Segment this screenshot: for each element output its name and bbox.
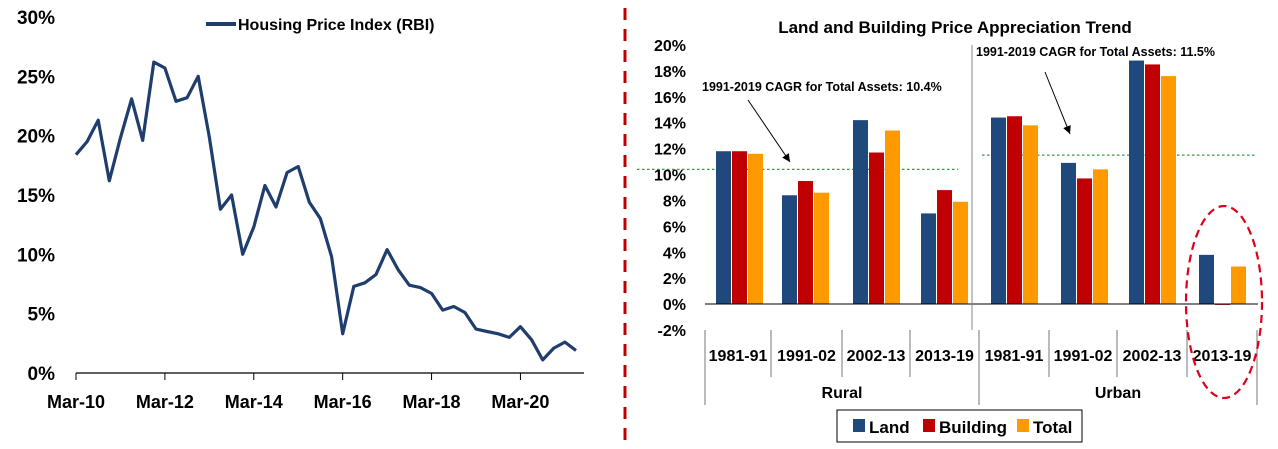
legend-label-building: Building	[939, 418, 1007, 437]
y-tick-label: 14%	[654, 116, 686, 133]
bar-land-1981-91	[716, 151, 731, 305]
y-tick-label: 8%	[663, 193, 686, 210]
x-tick-label: Mar-14	[225, 392, 283, 412]
legend-label-land: Land	[869, 418, 910, 437]
y-tick-label: 20%	[654, 38, 686, 55]
bar-building-1981-91	[732, 151, 747, 305]
bar-building-1991-02	[1077, 178, 1092, 305]
legend-swatch-land	[853, 419, 865, 432]
x-tick-label: Mar-10	[47, 392, 105, 412]
cagr-annotation-urban: 1991-2019 CAGR for Total Assets: 11.5%	[976, 45, 1215, 59]
y-tick-label: 10%	[17, 245, 55, 266]
appreciation-chart: Land and Building Price Appreciation Tre…	[637, 18, 1264, 443]
cagr-lines: 1991-2019 CAGR for Total Assets: 10.4% 19…	[637, 45, 1255, 170]
legend-swatch-total	[1017, 419, 1029, 432]
x-tick-labels: Mar-10 Mar-12 Mar-14 Mar-16 Mar-18 Mar-20	[47, 373, 549, 412]
bar-land-2002-13	[1129, 60, 1144, 305]
housing-price-chart: Housing Price Index (RBI) 0% 5% 10% 15% 20% 2…	[17, 8, 584, 412]
y-tick-label: 30%	[17, 8, 55, 29]
x-tick-label: Mar-20	[491, 392, 549, 412]
bar-land-1991-02	[1061, 162, 1076, 305]
bar-total-1981-91	[748, 153, 763, 305]
category-label: 2002-13	[847, 348, 906, 365]
cagr-arrow-urban	[1044, 71, 1071, 135]
highlight-ellipse	[1184, 204, 1264, 400]
category-label: 1991-02	[777, 348, 836, 365]
y-tick-label: 4%	[663, 245, 686, 262]
cagr-arrowhead-rural	[782, 153, 790, 162]
bar-total-2002-13	[1161, 76, 1176, 305]
category-labels: 1981-91 1991-02 2002-13 2013-19 1981-91 1991-…	[709, 348, 1252, 365]
bars	[716, 60, 1246, 305]
line-legend: Housing Price Index (RBI)	[206, 17, 434, 34]
legend-swatch-building	[923, 419, 935, 432]
category-label: 2013-19	[1193, 348, 1252, 365]
x-tick-label: Mar-18	[403, 392, 461, 412]
chart-title: Land and Building Price Appreciation Tre…	[778, 18, 1132, 37]
y-tick-label: 25%	[17, 67, 55, 88]
cagr-arrowhead-urban	[1063, 125, 1071, 134]
bar-building-2013-19	[937, 190, 952, 305]
category-label: 2013-19	[915, 348, 974, 365]
series-line-housing-price-index	[74, 60, 577, 362]
bar-total-2013-19	[953, 201, 968, 305]
bar-land-1991-02	[782, 195, 797, 305]
series-lines	[74, 60, 577, 362]
y-tick-label: 18%	[654, 64, 686, 81]
y-tick-label: 6%	[663, 219, 686, 236]
y-tick-label: 5%	[28, 305, 56, 326]
bar-building-1991-02	[798, 181, 813, 305]
y-tick-label: 16%	[654, 90, 686, 107]
bar-land-2013-19	[1199, 254, 1214, 305]
group-label-urban: Urban	[1095, 385, 1141, 402]
bar-land-1981-91	[991, 117, 1006, 305]
y-tick-label: 0%	[28, 364, 56, 385]
cagr-annotation-rural: 1991-2019 CAGR for Total Assets: 10.4%	[702, 80, 942, 94]
bar-total-1981-91	[1023, 125, 1038, 305]
y-tick-labels: 0% 5% 10% 15% 20% 25% 30%	[17, 8, 55, 385]
bar-land-2013-19	[921, 213, 936, 305]
y-tick-label: 2%	[663, 271, 686, 288]
y-tick-label: 12%	[654, 142, 686, 159]
bar-total-2002-13	[885, 130, 900, 305]
y-tick-label: 20%	[17, 127, 55, 148]
bar-building-2002-13	[869, 152, 884, 305]
category-table	[704, 45, 1258, 405]
bar-land-2002-13	[853, 120, 868, 305]
category-label: 1981-91	[709, 348, 768, 365]
bar-total-2013-19	[1231, 266, 1246, 305]
bar-legend: Land Building Total	[836, 409, 1083, 443]
x-tick-label: Mar-12	[136, 392, 194, 412]
bar-building-2002-13	[1145, 64, 1160, 305]
bar-total-1991-02	[814, 192, 829, 305]
y-tick-labels: -2% 0% 2% 4% 6% 8% 10% 12% 14% 16% 18% 20%	[654, 38, 686, 340]
legend-label-total: Total	[1033, 418, 1072, 437]
bar-building-1981-91	[1007, 116, 1022, 305]
legend-label-housing: Housing Price Index (RBI)	[238, 17, 434, 34]
y-tick-label: -2%	[658, 323, 686, 340]
category-label: 2002-13	[1123, 348, 1182, 365]
legend-box	[836, 409, 1083, 443]
y-tick-label: 0%	[663, 297, 686, 314]
bar-total-1991-02	[1093, 169, 1108, 305]
group-label-rural: Rural	[822, 385, 863, 402]
cagr-arrow-rural	[747, 99, 791, 163]
category-label: 1991-02	[1054, 348, 1113, 365]
category-label: 1981-91	[985, 348, 1044, 365]
y-tick-label: 10%	[654, 168, 686, 185]
y-tick-label: 15%	[17, 186, 55, 207]
group-labels: Rural Urban	[822, 385, 1142, 402]
x-tick-label: Mar-16	[314, 392, 372, 412]
